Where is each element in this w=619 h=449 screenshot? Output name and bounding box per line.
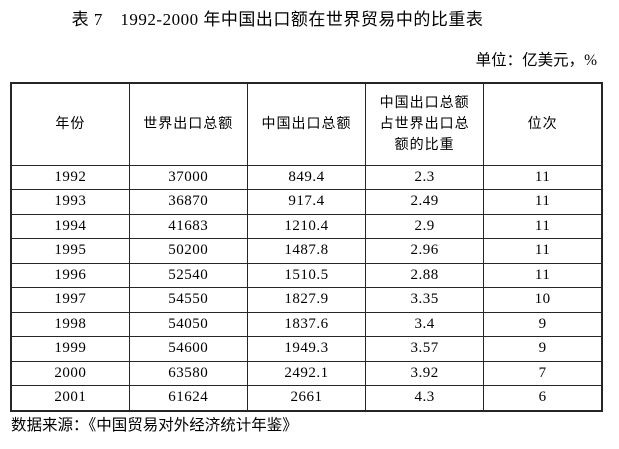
table-cell: 54550 (128, 287, 248, 313)
table-row: 1994 41683 1210.4 2.9 11 (10, 213, 603, 240)
table-cell: 54600 (128, 336, 248, 362)
table-header: 年份 世界出口总额 中国出口总额 中国出口总额 占世界出口总 额的比重 位次 (10, 82, 603, 166)
table-cell: 2001 (10, 385, 130, 412)
table-cell: 61624 (128, 385, 248, 412)
table-header-row: 年份 世界出口总额 中国出口总额 中国出口总额 占世界出口总 额的比重 位次 (10, 82, 603, 166)
column-header-rank: 位次 (483, 82, 603, 166)
column-header-china-exports: 中国出口总额 (246, 82, 367, 166)
table-cell: 11 (483, 213, 603, 240)
table-cell: 1999 (10, 336, 130, 362)
table-cell: 2.9 (365, 213, 485, 240)
data-source-note: 数据来源：《中国贸易对外经济统计年鉴》 (11, 416, 298, 434)
table-cell: 11 (483, 238, 603, 264)
column-header-share: 中国出口总额 占世界出口总 额的比重 (365, 82, 485, 166)
table-cell: 3.57 (365, 336, 485, 362)
table-cell: 36870 (128, 189, 248, 215)
table-cell: 50200 (128, 238, 248, 264)
table-cell: 1995 (10, 238, 130, 264)
table-cell: 849.4 (246, 164, 367, 191)
table-cell: 1487.8 (246, 238, 367, 264)
table-cell: 917.4 (246, 189, 367, 215)
table-cell: 9 (483, 336, 603, 362)
table-cell: 1992 (10, 164, 130, 191)
table-row: 1997 54550 1827.9 3.35 10 (10, 287, 603, 313)
table-cell: 9 (483, 311, 603, 338)
table-cell: 6 (483, 385, 603, 412)
table-row: 1998 54050 1837.6 3.4 9 (10, 311, 603, 338)
table-cell: 11 (483, 262, 603, 289)
table-row: 2000 63580 2492.1 3.92 7 (10, 360, 603, 387)
table-cell: 10 (483, 287, 603, 313)
table-cell: 11 (483, 164, 603, 191)
table-cell: 2.96 (365, 238, 485, 264)
table-cell: 2.88 (365, 262, 485, 289)
unit-label: 单位：亿美元，% (475, 52, 597, 70)
table-cell: 1997 (10, 287, 130, 313)
table-row: 2001 61624 2661 4.3 6 (10, 385, 603, 412)
column-header-world-exports: 世界出口总额 (128, 82, 248, 166)
table-cell: 37000 (128, 164, 248, 191)
table-cell: 1949.3 (246, 336, 367, 362)
table-row: 1999 54600 1949.3 3.57 9 (10, 336, 603, 362)
table-row: 1992 37000 849.4 2.3 11 (10, 164, 603, 191)
table-cell: 7 (483, 360, 603, 387)
table-cell: 1827.9 (246, 287, 367, 313)
export-share-table: 年份 世界出口总额 中国出口总额 中国出口总额 占世界出口总 额的比重 位次 1… (10, 81, 603, 412)
table-cell: 2.3 (365, 164, 485, 191)
table-cell: 2000 (10, 360, 130, 387)
table-cell: 2.49 (365, 189, 485, 215)
table-row: 1993 36870 917.4 2.49 11 (10, 189, 603, 215)
table-cell: 3.4 (365, 311, 485, 338)
table-cell: 54050 (128, 311, 248, 338)
table-cell: 1837.6 (246, 311, 367, 338)
table-cell: 63580 (128, 360, 248, 387)
table-cell: 1996 (10, 262, 130, 289)
table-cell: 1993 (10, 189, 130, 215)
table-cell: 1510.5 (246, 262, 367, 289)
table-cell: 1210.4 (246, 213, 367, 240)
table-cell: 3.35 (365, 287, 485, 313)
table-cell: 2661 (246, 385, 367, 412)
table-cell: 4.3 (365, 385, 485, 412)
table-cell: 3.92 (365, 360, 485, 387)
table-title: 表 7 1992-2000 年中国出口额在世界贸易中的比重表 (71, 10, 484, 29)
table-cell: 2492.1 (246, 360, 367, 387)
table-cell: 11 (483, 189, 603, 215)
table-cell: 1994 (10, 213, 130, 240)
table-cell: 1998 (10, 311, 130, 338)
table-row: 1995 50200 1487.8 2.96 11 (10, 238, 603, 264)
table-body: 1992 37000 849.4 2.3 11 1993 36870 917.4 2.49 11 1… (10, 164, 603, 412)
table-cell: 52540 (128, 262, 248, 289)
table-row: 1996 52540 1510.5 2.88 11 (10, 262, 603, 289)
table-cell: 41683 (128, 213, 248, 240)
column-header-year: 年份 (10, 82, 130, 166)
